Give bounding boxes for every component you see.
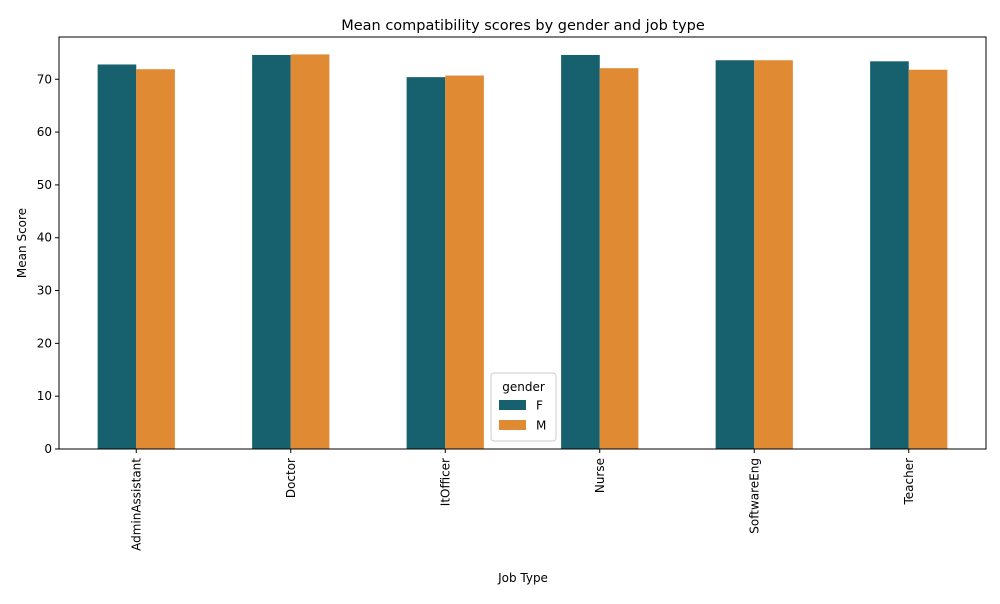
y-tick-label: 40 [37, 231, 52, 245]
legend-label-M: M [536, 419, 546, 433]
x-tick-label: Doctor [284, 458, 298, 498]
legend-swatch-F [499, 400, 526, 410]
bar-ItOfficer-F [406, 77, 446, 449]
bars-layer [97, 54, 948, 450]
bar-Doctor-M [290, 54, 330, 450]
x-tick-label: AdminAssistant [129, 458, 143, 551]
bar-Nurse-M [599, 68, 639, 449]
bar-ItOfficer-M [445, 75, 484, 449]
y-tick-label: 20 [37, 336, 52, 350]
x-axis: AdminAssistant Doctor ItOfficer Nurse Softwa… [129, 449, 916, 551]
x-tick-label: Nurse [593, 458, 607, 493]
legend-label-F: F [536, 399, 543, 413]
bar-Doctor-F [252, 54, 291, 450]
y-tick-label: 60 [37, 125, 52, 139]
x-axis-label: Job Type [497, 571, 548, 585]
bar-AdminAssistant-F [97, 64, 137, 449]
chart-title: Mean compatibility scores by gender and … [341, 18, 705, 34]
bar-Teacher-M [908, 69, 948, 449]
x-tick-label: ItOfficer [438, 458, 452, 506]
bar-AdminAssistant-M [136, 69, 175, 449]
bar-Teacher-F [870, 61, 909, 450]
y-axis: 0 10 20 30 40 50 60 70 [37, 72, 59, 456]
y-tick-label: 50 [37, 178, 52, 192]
bar-SoftwareEng-M [754, 60, 793, 450]
plot-frame [58, 36, 987, 450]
y-tick-label: 30 [37, 284, 52, 298]
bar-SoftwareEng-F [715, 60, 755, 450]
legend-title: gender [502, 380, 545, 394]
legend: gender FM [490, 372, 557, 442]
x-tick-label: Teacher [902, 458, 916, 506]
y-axis-label: Mean Score [15, 208, 29, 278]
y-tick-label: 70 [37, 72, 52, 86]
y-tick-label: 0 [44, 442, 52, 456]
y-tick-label: 10 [37, 389, 52, 403]
bar-Nurse-F [561, 54, 600, 450]
legend-items: FM [499, 399, 546, 433]
legend-swatch-M [499, 420, 526, 430]
x-tick-label: SoftwareEng [747, 458, 761, 534]
